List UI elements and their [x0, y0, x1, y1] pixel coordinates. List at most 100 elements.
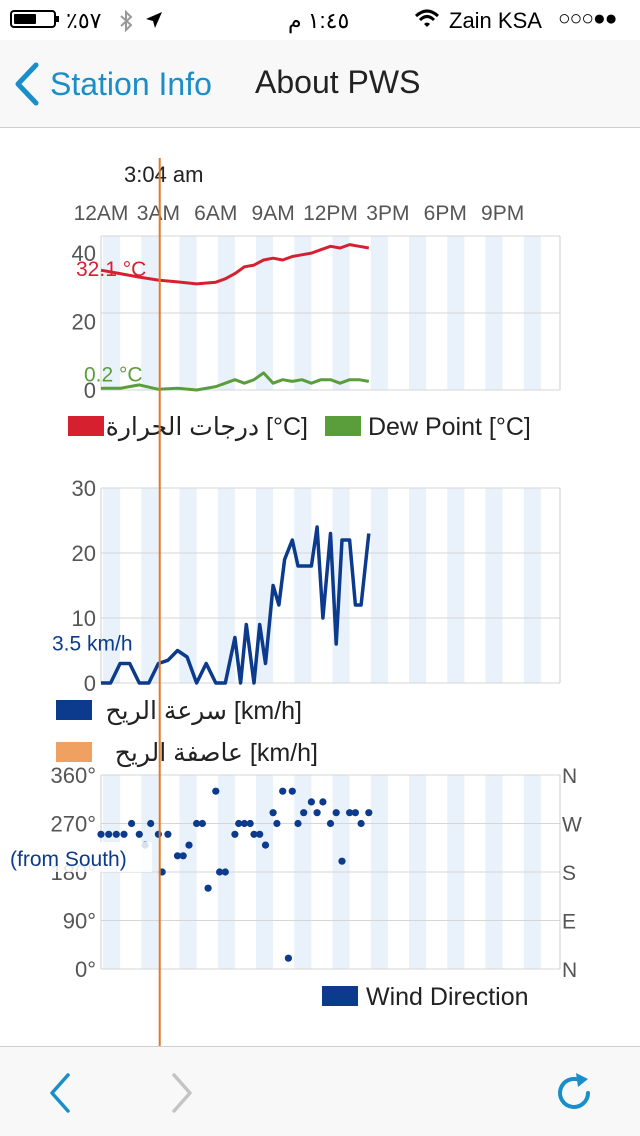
wind-direction-point — [179, 852, 187, 860]
wind-speed-readout: 3.5 km/h — [52, 632, 133, 655]
series-line-1 — [101, 371, 370, 392]
hour-band — [447, 488, 465, 683]
back-arrow-icon[interactable] — [40, 1071, 84, 1115]
wind-direction-point — [279, 787, 287, 795]
hour-band — [141, 488, 159, 683]
status-bar: ٪٥٧ ١:٤٥ م Zain KSA ○○○●● — [0, 0, 640, 40]
refresh-icon[interactable] — [552, 1071, 596, 1115]
time-tick-label: 9PM — [481, 202, 524, 225]
status-time: ١:٤٥ م — [288, 8, 350, 33]
wind-direction-point — [135, 830, 143, 838]
wind-direction-point — [313, 809, 321, 817]
wind-direction-point — [319, 798, 327, 806]
compass-tick-label: N — [562, 959, 577, 982]
signal-strength-dots: ○○○●● — [558, 7, 617, 30]
wind-direction-point — [164, 830, 172, 838]
wind-direction-point — [235, 819, 243, 828]
dewpoint-readout: 0.2 °C — [84, 363, 143, 386]
compass-tick-label: N — [562, 765, 577, 788]
temperature-readout: 32.1 °C — [76, 258, 146, 281]
hour-band — [485, 488, 503, 683]
battery-percentage: ٪٥٧ — [66, 8, 102, 33]
browser-toolbar — [0, 1046, 640, 1136]
wind-direction-point — [346, 809, 354, 817]
wifi-icon — [414, 9, 440, 27]
time-tick-label: 12AM — [74, 202, 129, 225]
wind-direction-point — [365, 809, 373, 817]
series-line-0 — [100, 243, 370, 286]
wind-direction-point — [154, 830, 162, 838]
y-tick-label: 0° — [75, 957, 96, 982]
legend-label-wind-gust: عاصفة الريح [km/h] — [115, 739, 318, 768]
wind-direction-point — [216, 868, 224, 876]
wind-direction-point — [147, 819, 155, 828]
wind-direction-point — [261, 841, 270, 849]
y-tick-label: 10 — [72, 606, 96, 631]
wind-direction-point — [105, 830, 113, 838]
legend-swatch-wind-gust — [56, 742, 92, 762]
battery-icon — [10, 10, 59, 28]
y-tick-label: 360° — [50, 763, 96, 788]
compass-tick-label: S — [562, 862, 576, 885]
legend-label-dewpoint: Dew Point [°C] — [368, 413, 531, 441]
wind-direction-point — [307, 798, 315, 806]
wind-direction-point — [351, 809, 359, 817]
wind-direction-point — [193, 819, 201, 828]
time-tick-label: 9AM — [252, 202, 295, 225]
wind-speed-line — [101, 525, 371, 685]
y-tick-label: 0 — [84, 671, 96, 696]
cursor-time-label: 3:04 am — [124, 162, 204, 187]
charts-svg[interactable]: 3:04 am 12AM 3AM 6AM 9AM 12PM 3PM 6PM 9PM 40 20 0 32… — [0, 128, 640, 1046]
legend-label-wind-direction: Wind Direction — [366, 983, 529, 1011]
compass-tick-label: E — [562, 911, 576, 934]
wind-direction-point — [221, 868, 229, 876]
wind-direction-point — [120, 830, 128, 838]
back-button[interactable]: Station Info — [14, 60, 212, 108]
hour-band — [103, 488, 121, 683]
wind-direction-point — [246, 819, 254, 828]
y-tick-label: 40 — [72, 241, 96, 266]
hour-band — [179, 488, 197, 683]
wind-direction-point — [112, 830, 120, 838]
y-tick-label: 20 — [72, 310, 96, 335]
time-tick-label: 6AM — [194, 202, 237, 225]
wind-direction-point — [300, 809, 308, 817]
wind-direction-point — [212, 787, 220, 795]
wind-direction-readout-bg — [0, 842, 152, 872]
wind-direction-point — [357, 819, 365, 828]
hour-band — [523, 488, 541, 683]
hour-band — [370, 488, 388, 683]
compass-tick-label: W — [562, 814, 582, 837]
chevron-left-icon — [15, 62, 39, 106]
location-arrow-icon — [146, 12, 162, 28]
legend-swatch-temperature — [68, 416, 104, 436]
legend-swatch-wind-speed — [56, 700, 92, 720]
wind-direction-point — [231, 830, 239, 838]
time-tick-label: 3PM — [366, 202, 409, 225]
battery-nub — [56, 16, 59, 22]
y-tick-label: 90° — [63, 909, 96, 934]
wind-direction-point — [128, 819, 136, 828]
weather-charts[interactable]: 3:04 am 12AM 3AM 6AM 9AM 12PM 3PM 6PM 9PM 40 20 0 32… — [0, 128, 640, 1046]
wind-direction-point — [173, 852, 182, 860]
forward-arrow-icon[interactable] — [158, 1071, 202, 1115]
hour-band — [294, 488, 312, 683]
wind-direction-point — [288, 787, 296, 795]
wind-direction-point — [273, 819, 281, 828]
wind-direction-point — [294, 819, 302, 828]
carrier-name: Zain KSA — [449, 8, 542, 33]
wind-direction-point — [204, 884, 212, 892]
wind-direction-point — [97, 830, 105, 838]
wind-direction-point — [198, 819, 206, 828]
legend-swatch-wind-direction — [322, 986, 358, 1006]
wind-direction-point — [332, 809, 340, 817]
wind-direction-point — [256, 830, 264, 838]
wind-direction-point — [338, 857, 346, 865]
wind-direction-point — [269, 809, 277, 817]
wind-direction-point — [284, 954, 292, 962]
wind-direction-point — [250, 830, 258, 838]
y-tick-label: 30 — [72, 476, 96, 501]
page-title: About PWS — [255, 64, 421, 100]
time-tick-label: 6PM — [424, 202, 467, 225]
bluetooth-icon — [120, 10, 133, 32]
